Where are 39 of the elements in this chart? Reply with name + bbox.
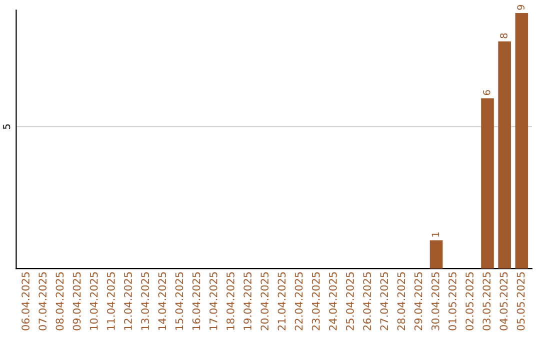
- x-tick-label: 23.04.2025: [312, 272, 320, 330]
- data-label: 1: [432, 232, 439, 237]
- x-tick-label: 02.05.2025: [466, 272, 474, 330]
- x-tick-label: 18.04.2025: [226, 272, 234, 330]
- x-tick-label: 26.04.2025: [363, 272, 371, 330]
- x-tick-label: 19.04.2025: [244, 272, 252, 330]
- data-label: 6: [482, 90, 490, 95]
- x-tick-label: 03.05.2025: [482, 272, 491, 330]
- x-tick-label: 24.04.2025: [328, 272, 337, 330]
- x-tick-label: 12.04.2025: [124, 272, 132, 330]
- bar: [481, 98, 494, 269]
- bar: [430, 240, 443, 269]
- x-tick-label: 17.04.2025: [209, 272, 218, 330]
- bar: [515, 13, 528, 269]
- x-tick-label: 01.05.2025: [448, 272, 456, 330]
- x-tick-label: 21.04.2025: [278, 272, 286, 330]
- data-label: 9: [517, 4, 524, 10]
- x-tick-label: 16.04.2025: [192, 272, 200, 330]
- x-tick-label: 06.04.2025: [22, 272, 30, 330]
- bar: [498, 41, 511, 269]
- ref-line-label: 5: [2, 124, 10, 129]
- x-tick-label: 07.04.2025: [38, 272, 47, 330]
- x-tick-label: 20.04.2025: [260, 272, 269, 330]
- x-tick-label: 10.04.2025: [90, 272, 98, 330]
- data-label: 8: [500, 33, 508, 38]
- x-tick-label: 11.04.2025: [106, 272, 115, 330]
- x-tick-label: 30.04.2025: [431, 272, 440, 330]
- x-tick-label: 29.04.2025: [414, 272, 422, 330]
- x-tick-label: 13.04.2025: [141, 272, 149, 330]
- x-tick-label: 15.04.2025: [175, 272, 184, 330]
- x-tick-label: 27.04.2025: [380, 272, 388, 330]
- x-tick-label: 25.04.2025: [346, 272, 354, 330]
- x-tick-label: 05.05.2025: [516, 272, 525, 330]
- x-tick-label: 14.04.2025: [158, 272, 166, 330]
- x-tick-label: 09.04.2025: [72, 272, 81, 330]
- x-tick-label: 28.04.2025: [397, 272, 406, 330]
- x-tick-label: 04.05.2025: [500, 272, 508, 330]
- x-tick-label: 22.04.2025: [294, 272, 303, 330]
- x-tick-label: 08.04.2025: [56, 272, 64, 330]
